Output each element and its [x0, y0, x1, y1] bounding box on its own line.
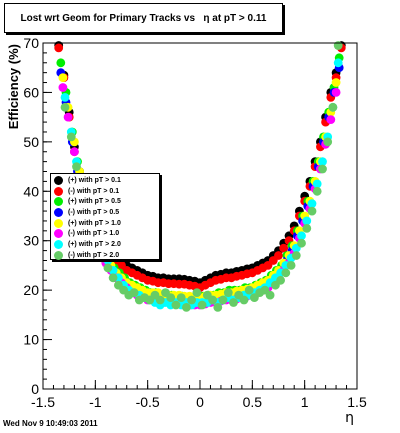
data-point	[192, 288, 202, 297]
legend-label: (-) with pT > 1.0	[68, 230, 120, 238]
legend-marker	[54, 207, 63, 217]
data-point	[60, 93, 70, 102]
data-point	[333, 58, 343, 68]
y-tick-label: 60	[23, 84, 39, 100]
legend-marker	[54, 250, 63, 260]
data-point	[274, 251, 283, 260]
data-point	[281, 268, 291, 278]
y-tick-label: 70	[23, 35, 39, 51]
data-point	[312, 186, 322, 196]
data-point	[129, 288, 139, 297]
data-point	[155, 295, 165, 305]
data-point	[331, 78, 341, 87]
data-point	[66, 132, 76, 142]
data-point	[297, 238, 306, 248]
data-point	[187, 295, 197, 305]
data-point	[239, 295, 249, 305]
x-tick-label: 0	[196, 394, 204, 410]
data-point	[58, 83, 68, 92]
data-point	[223, 288, 233, 297]
legend-label: (+) with pT > 2.0	[68, 240, 121, 248]
legend-marker	[54, 229, 63, 239]
chart-title: Lost wrt Geom for Primary Tracks vs η at…	[4, 3, 283, 33]
data-point	[333, 41, 343, 50]
x-tick-label: -1	[89, 394, 102, 410]
legend-label: (+) with pT > 0.5	[68, 198, 121, 206]
y-tick-label: 20	[23, 282, 39, 298]
data-point	[302, 224, 312, 233]
y-axis-label: Efficiency (%)	[6, 44, 21, 129]
data-point	[291, 251, 301, 260]
data-point	[54, 43, 64, 53]
data-point	[307, 206, 317, 216]
x-tick-label: -0.5	[136, 394, 160, 410]
legend-label: (-) with pT > 2.0	[68, 251, 120, 259]
x-tick-label: 1.5	[347, 394, 367, 410]
legend-item: (-) with pT > 0.1	[51, 186, 159, 197]
data-point	[208, 295, 218, 305]
x-tick-label: 0.5	[243, 394, 263, 410]
data-point	[218, 295, 228, 305]
data-point	[265, 290, 275, 300]
legend-item: (-) with pT > 0.5	[51, 207, 159, 218]
data-point	[331, 88, 341, 97]
timestamp: Wed Nov 9 10:49:03 2011	[3, 419, 98, 428]
data-point	[70, 147, 79, 157]
data-point	[56, 58, 66, 68]
data-point	[307, 199, 317, 209]
y-tick-label: 30	[23, 233, 39, 249]
data-point	[103, 263, 113, 273]
data-point	[72, 162, 81, 172]
legend-marker	[54, 186, 63, 196]
data-point	[297, 231, 306, 241]
legend-item: (-) with pT > 2.0	[51, 250, 159, 261]
data-point	[312, 179, 322, 189]
legend-marker	[54, 175, 63, 185]
data-point	[326, 115, 336, 124]
data-point	[279, 243, 289, 253]
legend-item: (-) with pT > 1.0	[51, 228, 159, 239]
data-point	[108, 273, 118, 283]
data-point	[171, 300, 181, 310]
data-point	[229, 298, 238, 307]
data-point	[182, 303, 191, 312]
data-point	[328, 102, 338, 112]
legend-item: (+) with pT > 0.5	[51, 196, 159, 207]
data-point	[213, 303, 223, 312]
data-point	[176, 293, 186, 302]
axes: -1.5 -1 -0.5 0 0.5 1 1.5 0 10 20 30 40 50 60 70 η Effici…	[6, 35, 367, 426]
y-tick-label: 0	[31, 381, 39, 397]
data-point	[63, 112, 73, 122]
data-point	[58, 73, 68, 82]
legend: (+) with pT > 0.1 (-) with pT > 0.1 (+) wi…	[50, 173, 160, 260]
y-tick-label: 40	[23, 183, 39, 199]
data-point	[318, 157, 327, 167]
data-point	[286, 261, 296, 270]
x-tick-label: -1.5	[31, 394, 55, 410]
legend-marker	[54, 239, 63, 249]
series-8	[60, 41, 343, 312]
x-tick-label: 1	[301, 394, 309, 410]
data-point	[197, 300, 207, 310]
legend-label: (-) with pT > 0.1	[68, 187, 120, 195]
data-point	[323, 137, 333, 147]
data-point	[276, 275, 285, 285]
data-point	[60, 102, 70, 112]
data-point	[302, 216, 312, 226]
y-tick-label: 50	[23, 134, 39, 150]
legend-label: (+) with pT > 0.1	[68, 176, 121, 184]
y-tick-label: 10	[23, 332, 39, 348]
legend-item: (+) with pT > 1.0	[51, 218, 159, 229]
data-point	[244, 285, 254, 295]
legend-label: (-) with pT > 0.5	[68, 208, 120, 216]
legend-marker	[54, 218, 63, 228]
legend-label: (+) with pT > 1.0	[68, 219, 121, 227]
legend-item: (+) with pT > 0.1	[51, 175, 159, 186]
data-point	[318, 164, 327, 174]
x-axis-label: η	[345, 410, 354, 426]
data-point	[166, 293, 176, 302]
legend-item: (+) with pT > 2.0	[51, 239, 159, 250]
legend-marker	[54, 197, 63, 207]
